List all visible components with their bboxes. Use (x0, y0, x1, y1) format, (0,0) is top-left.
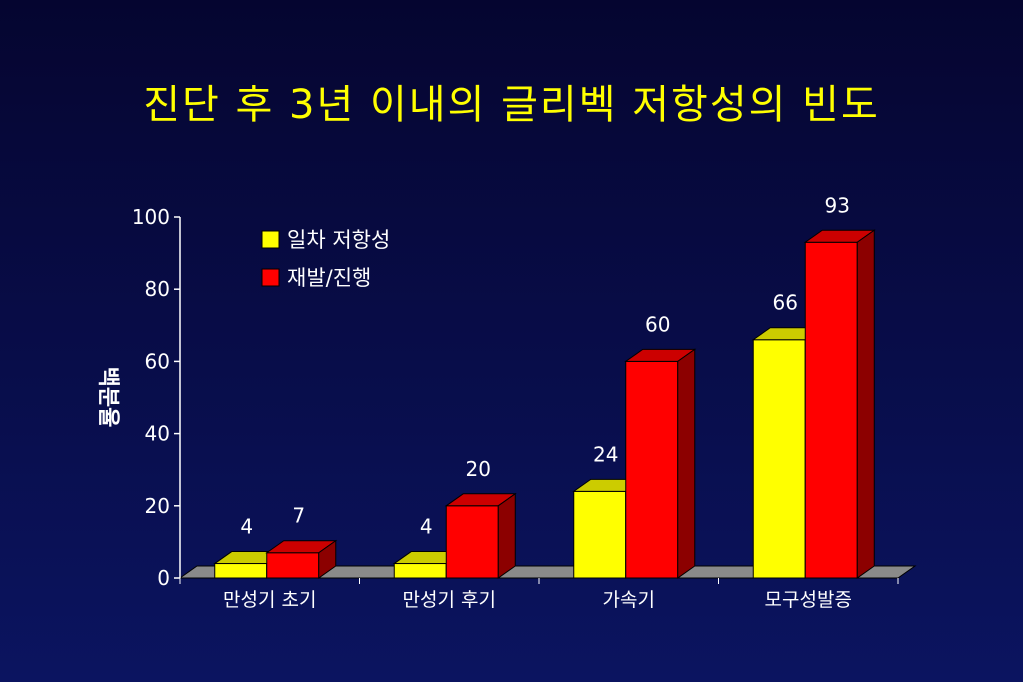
legend-label: 재발/진행 (287, 266, 371, 290)
bar (444, 492, 517, 579)
bar-side (677, 348, 696, 579)
bar-front (445, 505, 499, 579)
legend-swatch (261, 268, 280, 287)
y-tick-label: 80 (145, 277, 170, 301)
slide-title: 진단 후 3년 이내의 글리벡 저항성의 빈도 (143, 82, 880, 128)
bar-front (393, 563, 447, 579)
y-tick-label: 0 (157, 566, 170, 590)
bar (803, 229, 876, 579)
y-tick-label: 20 (145, 494, 170, 518)
bar-front (573, 490, 627, 579)
data-label: 4 (420, 515, 433, 539)
y-tick-label: 40 (145, 422, 170, 446)
legend-swatch (261, 230, 280, 249)
bar (624, 348, 697, 579)
data-label: 20 (466, 457, 491, 481)
bar-front (804, 241, 858, 579)
bars (213, 229, 876, 579)
bar-side (856, 229, 875, 579)
bar-side (497, 492, 516, 579)
bar-front (752, 339, 806, 579)
y-axis: 0 20 40 60 80 100 만성기 초기 만성기 후기 가속기 모구성발증 (132, 205, 852, 611)
x-tick-label: 가속기 (603, 589, 655, 611)
legend-label: 일차 저항성 (287, 228, 390, 252)
x-tick-label: 만성기 초기 (223, 589, 316, 611)
data-labels: 4 7 4 20 24 60 66 93 (240, 193, 850, 538)
y-tick-label: 60 (145, 349, 170, 373)
data-label: 24 (593, 442, 618, 466)
y-axis-label: 백분율 (95, 367, 120, 428)
data-label: 93 (825, 193, 850, 217)
x-tick-label: 만성기 후기 (403, 589, 496, 611)
data-label: 4 (240, 515, 253, 539)
bar-front (266, 552, 320, 579)
bar (265, 539, 338, 579)
bar-front (214, 563, 268, 579)
bar-side (318, 539, 337, 579)
data-label: 60 (645, 312, 670, 336)
y-tick-label: 100 (132, 205, 170, 229)
bar-front (625, 360, 679, 579)
data-label: 66 (773, 291, 798, 315)
data-label: 7 (292, 504, 305, 528)
x-tick-label: 모구성발증 (765, 589, 852, 611)
